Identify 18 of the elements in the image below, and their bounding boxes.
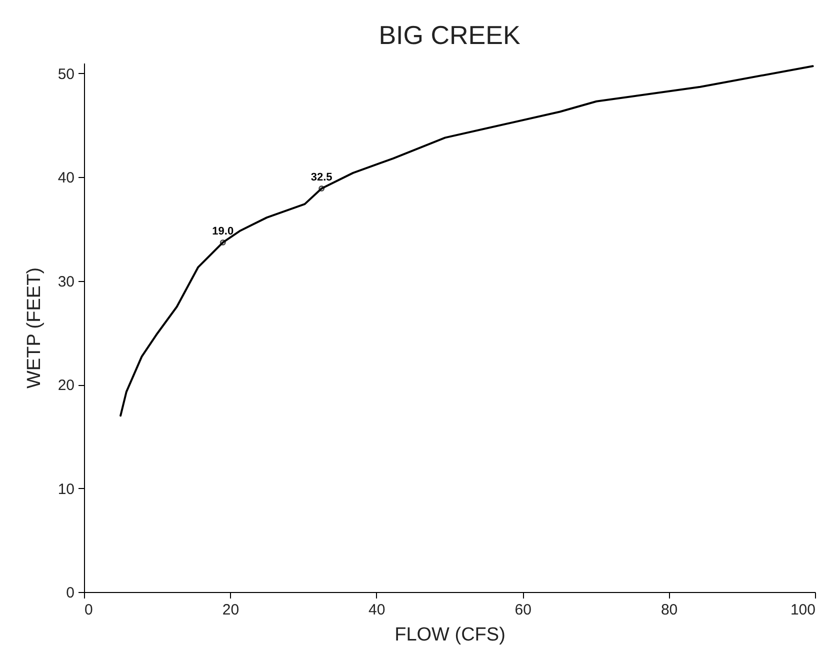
y-tick-label: 50 — [58, 66, 74, 83]
x-tick-label: 20 — [222, 602, 240, 618]
annotation: 19.0 — [212, 225, 234, 238]
y-tick-label: 30 — [58, 273, 74, 290]
y-axis-title: WETP (FEET) — [24, 267, 45, 389]
x-tick-label: 80 — [660, 602, 678, 618]
y-tick-label: 0 — [66, 584, 74, 602]
x-tick-label: 100 — [790, 602, 816, 618]
chart-title: BIG CREEK — [378, 20, 521, 50]
y-tick-label: 40 — [58, 170, 74, 187]
x-axis-title: FLOW (CFS) — [394, 624, 506, 646]
y-tick-label: 20 — [58, 377, 74, 394]
x-tick-label: 60 — [514, 602, 532, 618]
y-tick-label: 10 — [58, 480, 74, 498]
annotation: 32.5 — [310, 172, 332, 184]
x-tick-label: 0 — [84, 602, 93, 618]
x-tick-label: 40 — [368, 602, 386, 618]
line-series — [120, 65, 814, 417]
